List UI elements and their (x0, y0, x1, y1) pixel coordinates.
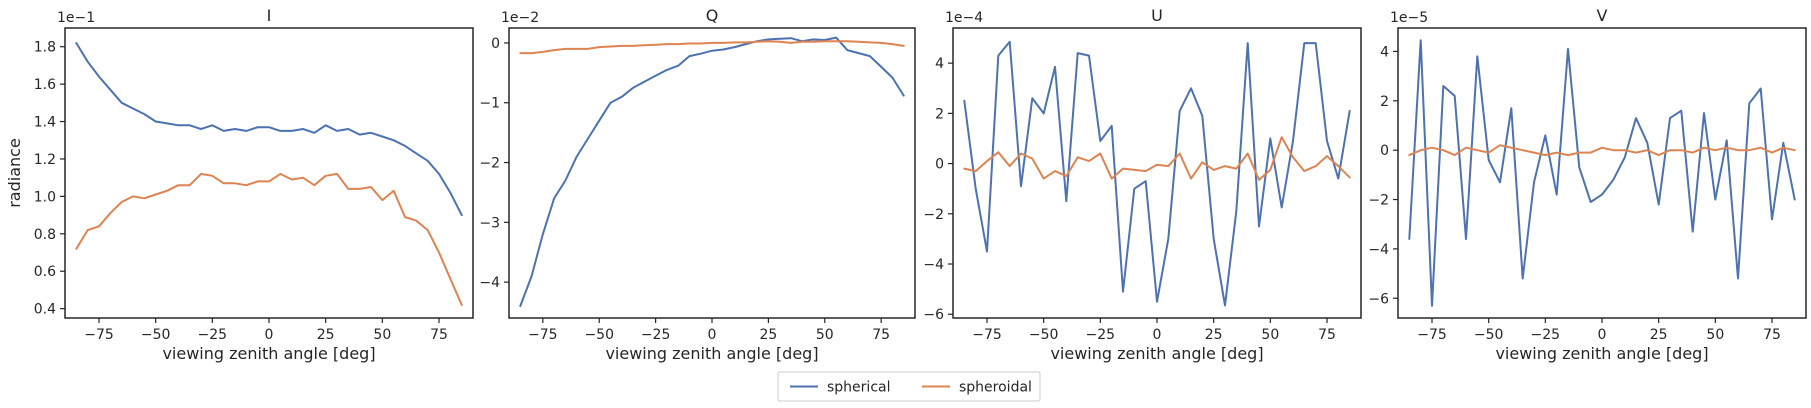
y-tick-label: 1.4 (34, 115, 56, 131)
y-tick-label: −4 (923, 257, 944, 273)
x-tick-label: 0 (1598, 327, 1607, 343)
panel-title: U (1151, 6, 1163, 25)
panel-q: −75 −50 −25 0 25 50 75 −4 −3 −2 −1 0 Q 1e−2 viewing ze… (479, 6, 916, 363)
series-line-spheroidal (75, 172, 463, 306)
y-tick-label: −2 (1368, 193, 1389, 209)
x-axis-label: viewing zenith angle [deg] (162, 344, 375, 363)
x-tick-label: −50 (1474, 327, 1504, 343)
series-line-spheroidal (963, 136, 1351, 181)
series-line-spherical (519, 36, 905, 307)
legend: spherical spheroidal (777, 371, 1041, 402)
series-line-spherical (75, 42, 463, 217)
x-tick-label: −75 (1417, 327, 1447, 343)
x-tick-label: 0 (265, 327, 274, 343)
x-tick-label: −75 (528, 327, 558, 343)
y-tick-label: 1.6 (34, 77, 56, 93)
y-tick-label: −2 (479, 156, 500, 172)
y-tick-label: 1.8 (34, 40, 56, 56)
series-line-spheroidal (519, 40, 905, 55)
x-tick-label: 50 (1261, 327, 1279, 343)
y-tick-label: −2 (923, 207, 944, 223)
x-tick-label: 50 (1706, 327, 1724, 343)
x-tick-label: −25 (198, 327, 228, 343)
y-tick-label: −6 (1368, 291, 1389, 307)
legend-label-spheroidal: spheroidal (959, 380, 1032, 396)
panel-title: V (1597, 6, 1608, 25)
legend-label-spherical: spherical (827, 380, 890, 396)
y-tick-label: 0.8 (34, 227, 56, 243)
series-line-spheroidal (1408, 144, 1796, 157)
panel-v: −75 −50 −25 0 25 50 75 −6 −4 −2 0 2 4 V 1e−5 viewing ze… (1368, 6, 1807, 363)
x-tick-label: 0 (708, 327, 717, 343)
x-tick-label: −50 (141, 327, 171, 343)
x-tick-label: 50 (816, 327, 834, 343)
x-tick-label: −75 (972, 327, 1002, 343)
y-axis-label: radiance (5, 138, 24, 208)
panel-u: −75 −50 −25 0 25 50 75 −6 −4 −2 0 2 4 U 1e−4 viewing ze… (923, 6, 1362, 363)
x-tick-label: 75 (1318, 327, 1336, 343)
y-tick-label: −3 (479, 215, 500, 231)
series-line-spherical (963, 40, 1351, 307)
panel-title: I (267, 6, 272, 25)
x-axis-label: viewing zenith angle [deg] (1050, 344, 1263, 363)
y-tick-label: 0 (935, 157, 944, 173)
x-axis-label: viewing zenith angle [deg] (605, 344, 818, 363)
x-tick-label: −75 (84, 327, 114, 343)
y-offset-text: 1e−5 (1390, 10, 1428, 26)
x-tick-label: 50 (373, 327, 391, 343)
x-tick-label: 25 (1650, 327, 1668, 343)
y-tick-label: −6 (923, 307, 944, 323)
y-tick-label: 2 (1380, 94, 1389, 110)
x-tick-label: 75 (430, 327, 448, 343)
y-offset-text: 1e−1 (57, 10, 95, 26)
y-tick-label: 1.2 (34, 152, 56, 168)
x-axis-label: viewing zenith angle [deg] (1495, 344, 1708, 363)
y-tick-label: 4 (1380, 44, 1389, 60)
y-offset-text: 1e−2 (501, 10, 539, 26)
y-tick-label: 2 (935, 106, 944, 122)
x-tick-label: −50 (1029, 327, 1059, 343)
x-tick-label: −25 (1531, 327, 1561, 343)
y-tick-label: −1 (479, 96, 500, 112)
plot-frame (952, 27, 1362, 319)
x-tick-label: 75 (1763, 327, 1781, 343)
x-tick-label: 25 (1205, 327, 1223, 343)
panel-title: Q (706, 6, 719, 25)
series-line-spherical (1408, 39, 1796, 307)
y-tick-label: 1.0 (34, 189, 56, 205)
y-tick-label: 0 (1380, 143, 1389, 159)
legend-frame (777, 371, 1041, 402)
y-tick-label: 0.4 (34, 302, 56, 318)
chart-panels: −75 −50 −25 0 25 50 750.40.60.81.01.21.41.61.8… (5, 6, 1807, 363)
y-tick-label: 0 (491, 36, 500, 52)
x-tick-label: −50 (584, 327, 614, 343)
y-tick-label: −4 (479, 275, 500, 291)
panel-i: −75 −50 −25 0 25 50 75 0.4 0.6 0.8 1.0 1.2 1.4 1.6 1.8… (5, 6, 474, 363)
y-tick-label: −4 (1368, 242, 1389, 258)
x-tick-label: −25 (641, 327, 671, 343)
y-tick-label: 0.6 (34, 264, 56, 280)
x-tick-label: −25 (1086, 327, 1116, 343)
y-tick-label: 4 (935, 56, 944, 72)
plot-frame (64, 27, 474, 319)
x-tick-label: 25 (759, 327, 777, 343)
y-offset-text: 1e−4 (945, 10, 983, 26)
x-tick-label: 25 (317, 327, 335, 343)
x-tick-label: 0 (1153, 327, 1162, 343)
x-tick-label: 75 (872, 327, 890, 343)
